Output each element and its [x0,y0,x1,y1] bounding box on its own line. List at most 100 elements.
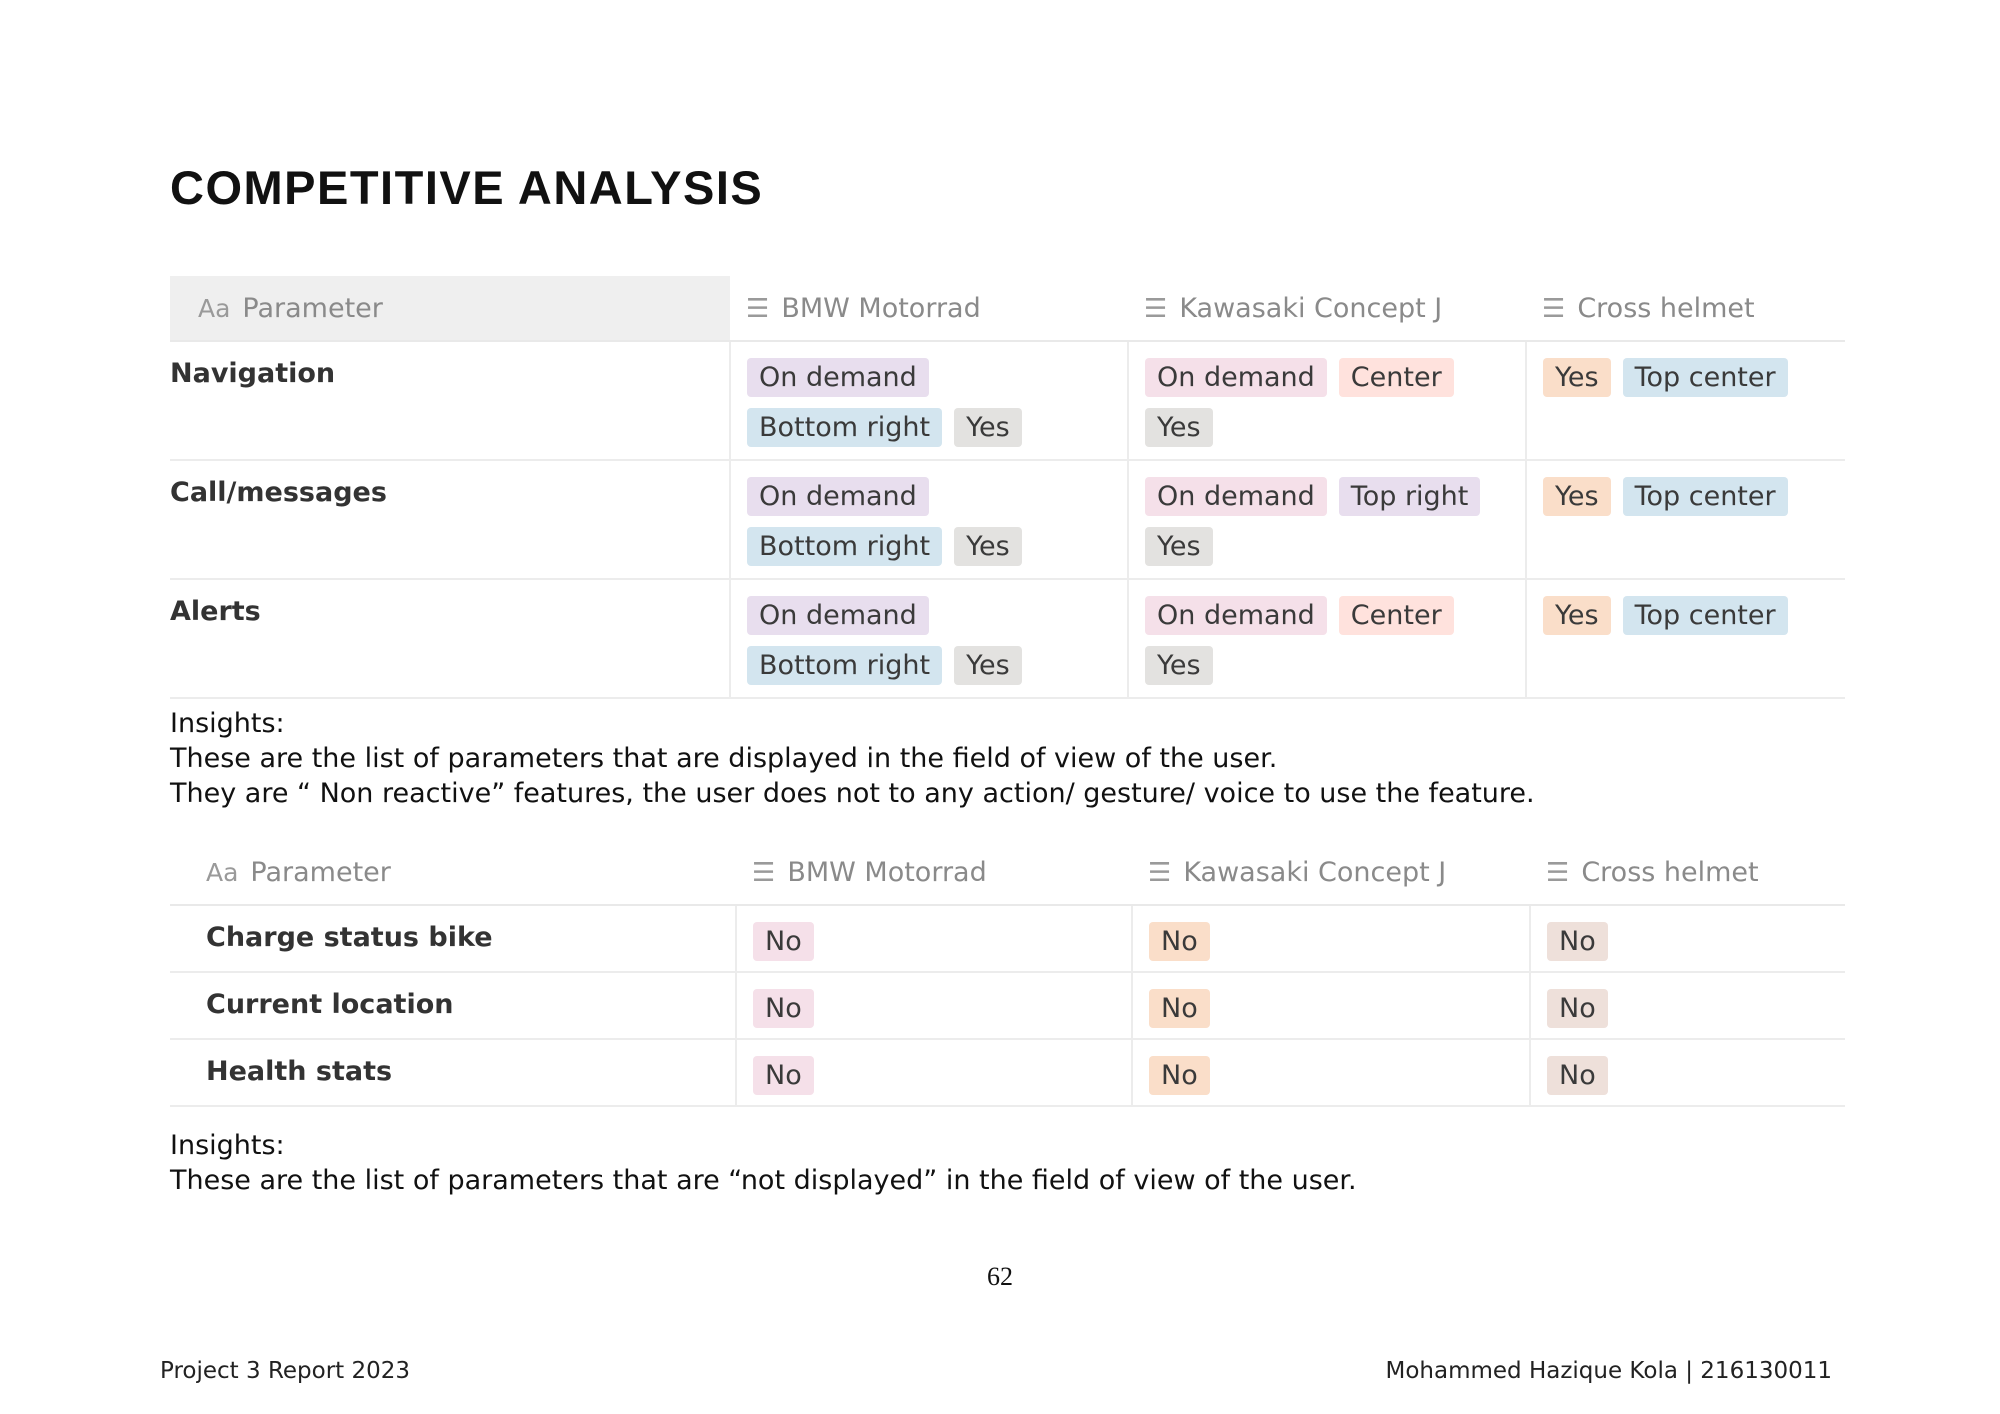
cross-helmet-cell[interactable]: Yes Top center [1525,460,1845,580]
tag-pill: Yes [1145,408,1213,447]
footer-author: Mohammed Hazique Kola | 216130011 [1385,1358,1832,1384]
parameter-cell[interactable]: Current location [170,972,736,1040]
column-header-label: Kawasaki Concept J [1179,292,1443,324]
tag-pill: On demand [1145,477,1327,516]
tag-pill: No [1547,1056,1608,1095]
bmw-cell[interactable]: No [735,972,1132,1040]
insights-not-displayed: Insights: These are the list of paramete… [170,1128,1357,1198]
list-icon: ☰ [746,293,770,324]
column-header-bmw[interactable]: ☰ BMW Motorrad [736,840,1132,906]
tag-list: No [737,1040,1131,1095]
tag-list: No [1133,1040,1529,1095]
insights-line: These are the list of parameters that ar… [170,743,1278,774]
column-header-label: Cross helmet [1581,856,1759,888]
column-header-label: BMW Motorrad [781,292,981,324]
tag-pill: On demand [747,596,929,635]
tag-pill: No [1149,922,1210,961]
tag-pill: Center [1338,596,1454,635]
cross-helmet-cell[interactable]: No [1529,972,1845,1040]
list-icon: ☰ [752,857,776,888]
text-property-icon: Aa [198,293,231,323]
tag-list: On demand Top right Yes [1129,461,1525,566]
list-icon: ☰ [1546,857,1570,888]
column-header-bmw[interactable]: ☰ BMW Motorrad [730,276,1128,342]
table-row[interactable]: Navigation On demand Bottom right Yes On dem… [170,341,1845,461]
bmw-cell[interactable]: No [735,1039,1132,1107]
parameter-cell[interactable]: Alerts [170,579,730,699]
tag-list: On demand Center Yes [1129,580,1525,685]
tag-pill: Yes [954,527,1022,566]
tag-list: No [1531,973,1845,1028]
parameter-cell[interactable]: Health stats [170,1039,736,1107]
tag-pill: No [1547,922,1608,961]
list-icon: ☰ [1148,857,1172,888]
tag-pill: On demand [747,477,929,516]
insights-line: They are “ Non reactive” features, the u… [170,778,1535,809]
table-row[interactable]: Call/messages On demand Bottom right Yes On … [170,460,1845,580]
page-title: COMPETITIVE ANALYSIS [170,161,764,214]
column-header-cross-helmet[interactable]: ☰ Cross helmet [1530,840,1845,906]
tag-list: Yes Top center [1527,342,1845,397]
parameter-cell[interactable]: Navigation [170,341,730,461]
kawasaki-cell[interactable]: No [1131,1039,1530,1107]
column-header-parameter[interactable]: Aa Parameter [170,840,736,906]
tag-pill: On demand [1145,358,1327,397]
tag-list: No [1133,906,1529,961]
tag-pill: No [753,989,814,1028]
kawasaki-cell[interactable]: On demand Center Yes [1127,579,1526,699]
tag-pill: No [753,922,814,961]
column-header-label: Cross helmet [1577,292,1755,324]
tag-pill: Yes [954,408,1022,447]
insights-line: These are the list of parameters that ar… [170,1165,1357,1196]
kawasaki-cell[interactable]: On demand Center Yes [1127,341,1526,461]
page-number: 62 [987,1262,1013,1291]
table-row[interactable]: Charge status bike No No No [170,905,1845,973]
tag-list: No [1531,906,1845,961]
bmw-cell[interactable]: On demand Bottom right Yes [729,341,1128,461]
kawasaki-cell[interactable]: No [1131,972,1530,1040]
tag-pill: No [1149,989,1210,1028]
insights-heading: Insights: [170,708,285,739]
tag-pill: Center [1338,358,1454,397]
cross-helmet-cell[interactable]: No [1529,1039,1845,1107]
parameter-cell[interactable]: Charge status bike [170,905,736,973]
tag-pill: No [1149,1056,1210,1095]
tag-pill: Yes [1543,596,1611,635]
insights-displayed: Insights: These are the list of paramete… [170,706,1535,811]
tag-pill: Top center [1622,596,1788,635]
insights-heading: Insights: [170,1130,285,1161]
tag-pill: Yes [1543,477,1611,516]
kawasaki-cell[interactable]: No [1131,905,1530,973]
tag-pill: Top right [1338,477,1481,516]
competitive-table-not-displayed: Aa Parameter ☰ BMW Motorrad ☰ Kawasaki Conc… [170,840,1845,1107]
list-icon: ☰ [1144,293,1168,324]
table-row[interactable]: Health stats No No No [170,1039,1845,1107]
column-header-label: BMW Motorrad [787,856,987,888]
parameter-cell[interactable]: Call/messages [170,460,730,580]
tag-list: On demand Bottom right Yes [731,342,1127,447]
column-header-kawasaki[interactable]: ☰ Kawasaki Concept J [1132,840,1530,906]
tag-pill: Bottom right [747,527,943,566]
tag-list: On demand Center Yes [1129,342,1525,447]
column-header-label: Kawasaki Concept J [1183,856,1447,888]
tag-pill: Yes [1145,646,1213,685]
list-icon: ☰ [1542,293,1566,324]
column-header-parameter[interactable]: Aa Parameter [170,276,730,342]
column-header-cross-helmet[interactable]: ☰ Cross helmet [1526,276,1845,342]
column-header-kawasaki[interactable]: ☰ Kawasaki Concept J [1128,276,1526,342]
table-row[interactable]: Alerts On demand Bottom right Yes On demand C… [170,579,1845,699]
cross-helmet-cell[interactable]: No [1529,905,1845,973]
cross-helmet-cell[interactable]: Yes Top center [1525,579,1845,699]
tag-pill: Bottom right [747,646,943,685]
tag-list: On demand Bottom right Yes [731,461,1127,566]
tag-pill: No [753,1056,814,1095]
bmw-cell[interactable]: On demand Bottom right Yes [729,579,1128,699]
column-header-label: Parameter [250,856,391,888]
bmw-cell[interactable]: On demand Bottom right Yes [729,460,1128,580]
tag-list: No [737,906,1131,961]
tag-list: Yes Top center [1527,461,1845,516]
table-row[interactable]: Current location No No No [170,972,1845,1040]
bmw-cell[interactable]: No [735,905,1132,973]
kawasaki-cell[interactable]: On demand Top right Yes [1127,460,1526,580]
cross-helmet-cell[interactable]: Yes Top center [1525,341,1845,461]
